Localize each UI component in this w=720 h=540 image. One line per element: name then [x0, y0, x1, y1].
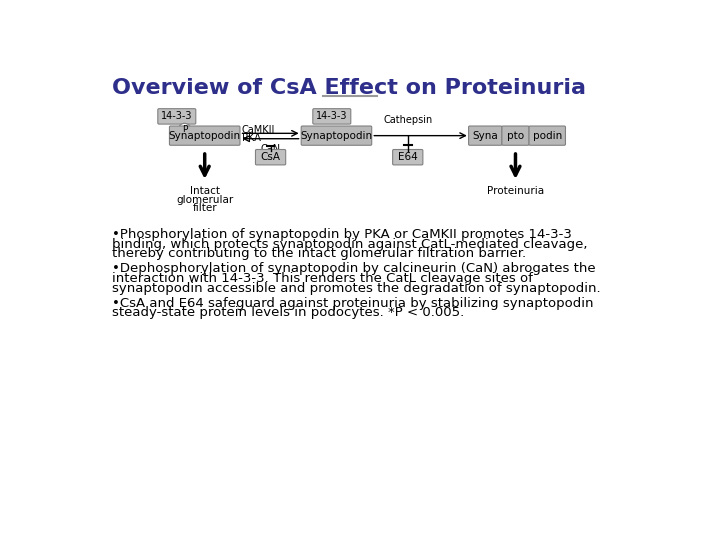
Text: Intact: Intact — [189, 186, 220, 197]
Text: CaN: CaN — [261, 144, 281, 154]
FancyBboxPatch shape — [256, 150, 286, 165]
Text: steady-state protein levels in podocytes. *P < 0.005.: steady-state protein levels in podocytes… — [112, 306, 464, 319]
Text: •CsA and E64 safeguard against proteinuria by stabilizing synaptopodin: •CsA and E64 safeguard against proteinur… — [112, 296, 593, 309]
Text: P: P — [182, 125, 187, 134]
Text: glomerular: glomerular — [176, 195, 233, 205]
FancyBboxPatch shape — [469, 126, 502, 145]
Text: Synaptopodin: Synaptopodin — [168, 131, 240, 140]
Text: E64: E64 — [398, 152, 418, 162]
Text: synaptopodin accessible and promotes the degradation of synaptopodin.: synaptopodin accessible and promotes the… — [112, 281, 600, 294]
Text: 14-3-3: 14-3-3 — [316, 111, 348, 122]
Text: •Phosphorylation of synaptopodin by PKA or CaMKII promotes 14-3-3: •Phosphorylation of synaptopodin by PKA … — [112, 228, 572, 241]
Text: CaMKII: CaMKII — [242, 125, 275, 135]
Text: podin: podin — [533, 131, 562, 140]
Circle shape — [179, 123, 191, 136]
Text: pto: pto — [507, 131, 524, 140]
FancyBboxPatch shape — [301, 126, 372, 145]
Text: Proteinuria: Proteinuria — [487, 186, 544, 197]
Text: thereby contributing to the intact glomerular filtration barrier.: thereby contributing to the intact glome… — [112, 247, 526, 260]
Text: binding, which protects synaptopodin against CatL-mediated cleavage,: binding, which protects synaptopodin aga… — [112, 238, 588, 251]
FancyBboxPatch shape — [502, 126, 529, 145]
Text: interaction with 14-3-3. This renders the CatL cleavage sites of: interaction with 14-3-3. This renders th… — [112, 272, 533, 285]
Text: filter: filter — [192, 204, 217, 213]
Text: CsA: CsA — [261, 152, 281, 162]
Text: PKA: PKA — [242, 133, 261, 143]
Text: Cathepsin: Cathepsin — [383, 115, 433, 125]
Text: •Dephosphorylation of synaptopodin by calcineurin (CaN) abrogates the: •Dephosphorylation of synaptopodin by ca… — [112, 262, 595, 275]
Text: Syna: Syna — [472, 131, 498, 140]
FancyBboxPatch shape — [529, 126, 565, 145]
Text: 14-3-3: 14-3-3 — [161, 111, 192, 122]
Text: Overview of CsA Effect on Proteinuria: Overview of CsA Effect on Proteinuria — [112, 78, 585, 98]
FancyBboxPatch shape — [158, 109, 196, 124]
FancyBboxPatch shape — [312, 109, 351, 124]
FancyBboxPatch shape — [392, 150, 423, 165]
Text: Synaptopodin: Synaptopodin — [300, 131, 372, 140]
FancyBboxPatch shape — [169, 126, 240, 145]
